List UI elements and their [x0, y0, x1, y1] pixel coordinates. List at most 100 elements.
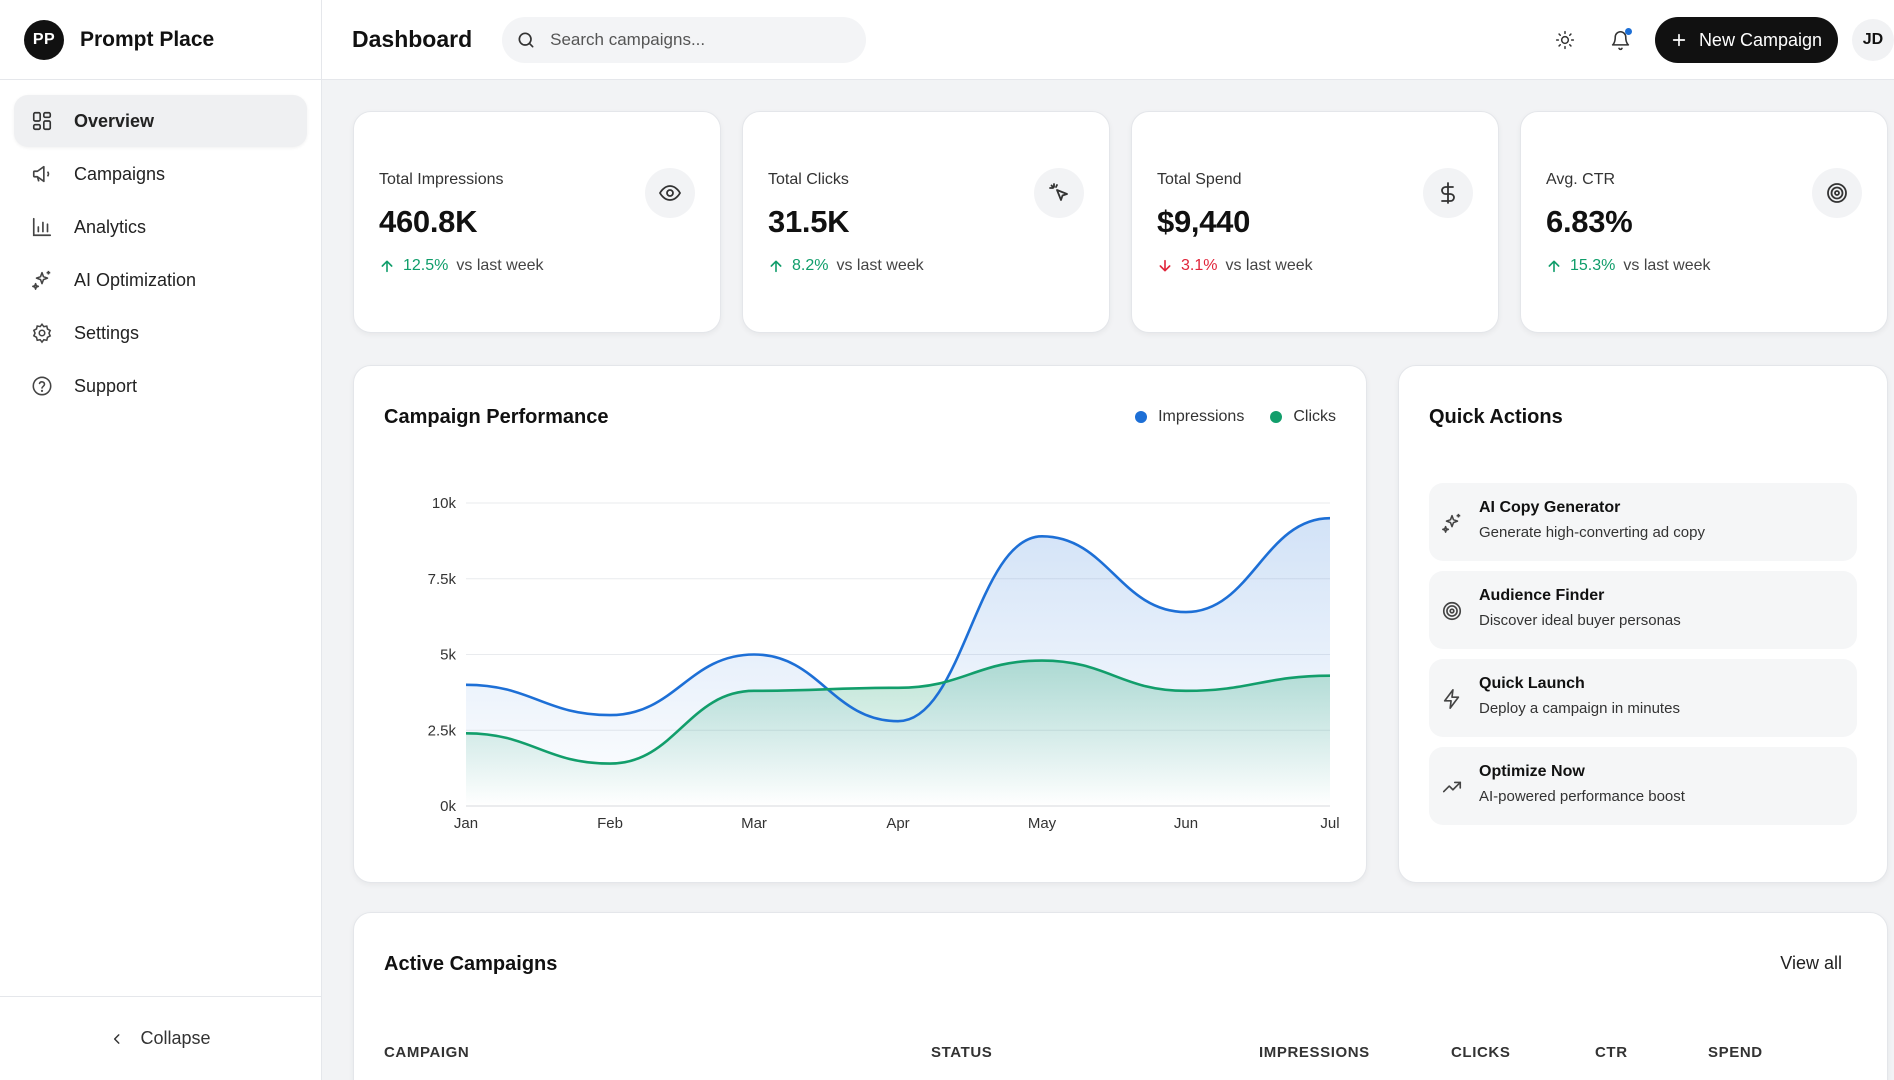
legend-label: Impressions [1158, 408, 1245, 425]
series-line-impressions [465, 516, 1331, 723]
legend-dot [1270, 411, 1283, 423]
stat-label: Total Impressions [379, 171, 504, 188]
stat-trend: 8.2% vs last week [768, 257, 924, 275]
avatar[interactable]: JD [1852, 19, 1894, 61]
chevron-left-icon [110, 1032, 124, 1046]
view-all-link[interactable]: View all [1780, 953, 1842, 973]
sidebar-item-ai-optimization[interactable]: AI Optimization [14, 254, 307, 306]
new-campaign-label: New Campaign [1698, 29, 1822, 50]
new-campaign-button[interactable]: New Campaign [1654, 17, 1838, 63]
page-title: Dashboard [352, 26, 473, 52]
arrow-down-icon [1157, 258, 1173, 274]
column-header-ctr[interactable]: CTR [1595, 1044, 1628, 1061]
sidebar-item-campaigns[interactable]: Campaigns [14, 148, 307, 200]
gear-icon [30, 321, 54, 345]
performance-chart: 0k 2.5k 5k 7.5k 10k Jan Feb Mar Apr May Jun Jul [428, 495, 1340, 832]
sparkles-icon [30, 268, 54, 292]
x-tick-label: Jul [1320, 815, 1339, 832]
quick-actions-title: Quick Actions [1429, 406, 1563, 428]
sun-icon [1555, 30, 1575, 50]
quick-action-title: AI Copy Generator [1479, 499, 1621, 516]
legend-item-clicks[interactable]: Clicks [1270, 408, 1336, 426]
column-header-spend[interactable]: SPEND [1708, 1044, 1763, 1061]
quick-action-desc: Discover ideal buyer personas [1479, 612, 1681, 629]
quick-action-quick-launch[interactable]: Quick Launch Deploy a campaign in minute… [1429, 659, 1857, 737]
column-header-campaign[interactable]: CAMPAIGN [384, 1044, 470, 1061]
column-header-status[interactable]: STATUS [931, 1044, 993, 1061]
dollar-icon [1423, 168, 1473, 218]
stat-change-suffix: vs last week [836, 257, 924, 274]
y-tick-label: 2.5k [428, 722, 457, 739]
series-line-clicks [465, 659, 1331, 765]
sidebar-item-overview[interactable]: Overview [14, 95, 307, 147]
quick-action-title: Quick Launch [1479, 675, 1585, 692]
stat-card-clicks: Total Clicks 31.5K 8.2% vs last week [742, 111, 1110, 333]
y-tick-label: 0k [440, 798, 456, 815]
sparkles-icon [1439, 510, 1465, 536]
x-tick-label: Jun [1174, 815, 1198, 832]
stat-card-ctr: Avg. CTR 6.83% 15.3% vs last week [1520, 111, 1888, 333]
campaign-performance-card: Campaign Performance Impressions Clicks … [353, 365, 1367, 883]
legend-item-impressions[interactable]: Impressions [1135, 408, 1244, 426]
collapse-button[interactable]: Collapse [0, 996, 321, 1080]
notifications-button[interactable] [1601, 20, 1641, 60]
search-bar[interactable] [502, 16, 867, 63]
stat-label: Total Spend [1157, 171, 1242, 188]
stat-change-suffix: vs last week [1623, 257, 1711, 274]
quick-action-title: Optimize Now [1479, 763, 1585, 780]
stat-change-suffix: vs last week [456, 257, 544, 274]
column-header-clicks[interactable]: CLICKS [1451, 1044, 1511, 1061]
stat-change-suffix: vs last week [1225, 257, 1313, 274]
arrow-up-icon [379, 258, 395, 274]
megaphone-icon [30, 162, 54, 186]
stat-change: 8.2% [792, 257, 829, 274]
x-tick-label: May [1028, 815, 1057, 832]
brand-name: Prompt Place [80, 27, 215, 51]
quick-action-ai-copy-generator[interactable]: AI Copy Generator Generate high-converti… [1429, 483, 1857, 561]
sidebar-item-label: AI Optimization [74, 269, 197, 290]
sidebar-item-analytics[interactable]: Analytics [14, 201, 307, 253]
chart-title: Campaign Performance [384, 406, 609, 428]
x-tick-label: Mar [741, 815, 767, 832]
lightning-icon [1439, 686, 1465, 712]
quick-action-desc: Deploy a campaign in minutes [1479, 700, 1680, 717]
quick-action-desc: AI-powered performance boost [1479, 788, 1685, 805]
sidebar-item-support[interactable]: Support [14, 360, 307, 412]
y-tick-label: 10k [432, 495, 457, 512]
quick-actions-card: Quick Actions AI Copy Generator Generate… [1398, 365, 1888, 883]
stat-trend: 12.5% vs last week [379, 257, 544, 275]
stat-value: $9,440 [1157, 204, 1251, 239]
series-area-clicks [466, 660, 1330, 806]
trending-up-icon [1439, 774, 1465, 800]
stat-card-spend: Total Spend $9,440 3.1% vs last week [1131, 111, 1499, 333]
target-icon [1439, 598, 1465, 624]
sidebar-item-settings[interactable]: Settings [14, 307, 307, 359]
plus-icon [1671, 32, 1687, 48]
theme-toggle-button[interactable] [1545, 20, 1585, 60]
collapse-label: Collapse [140, 1028, 211, 1048]
search-input[interactable] [550, 29, 831, 50]
quick-action-audience-finder[interactable]: Audience Finder Discover ideal buyer per… [1429, 571, 1857, 649]
quick-action-desc: Generate high-converting ad copy [1479, 524, 1705, 541]
stat-change: 12.5% [403, 257, 449, 274]
stat-trend: 15.3% vs last week [1546, 257, 1711, 275]
column-header-impressions[interactable]: IMPRESSIONS [1259, 1044, 1370, 1061]
y-tick-label: 5k [440, 647, 456, 664]
notification-dot [1624, 28, 1632, 35]
stat-value: 31.5K [768, 204, 850, 239]
legend-dot [1135, 411, 1148, 423]
quick-action-optimize-now[interactable]: Optimize Now AI-powered performance boos… [1429, 747, 1857, 825]
stat-value: 6.83% [1546, 204, 1633, 239]
legend-label: Clicks [1293, 408, 1336, 425]
arrow-up-icon [1546, 258, 1562, 274]
stat-change: 15.3% [1570, 257, 1616, 274]
brand-logo: PP [24, 19, 64, 60]
x-tick-label: Feb [597, 815, 623, 832]
x-tick-label: Jan [454, 815, 478, 832]
stat-card-impressions: Total Impressions 460.8K 12.5% vs last w… [353, 111, 721, 333]
active-campaigns-title: Active Campaigns [384, 953, 558, 975]
top-header: Dashboard New Campaign JD [322, 0, 1894, 80]
sidebar: PP Prompt Place Overview Campaigns Analy… [0, 0, 322, 1080]
stat-change: 3.1% [1181, 257, 1218, 274]
help-circle-icon [30, 374, 54, 398]
